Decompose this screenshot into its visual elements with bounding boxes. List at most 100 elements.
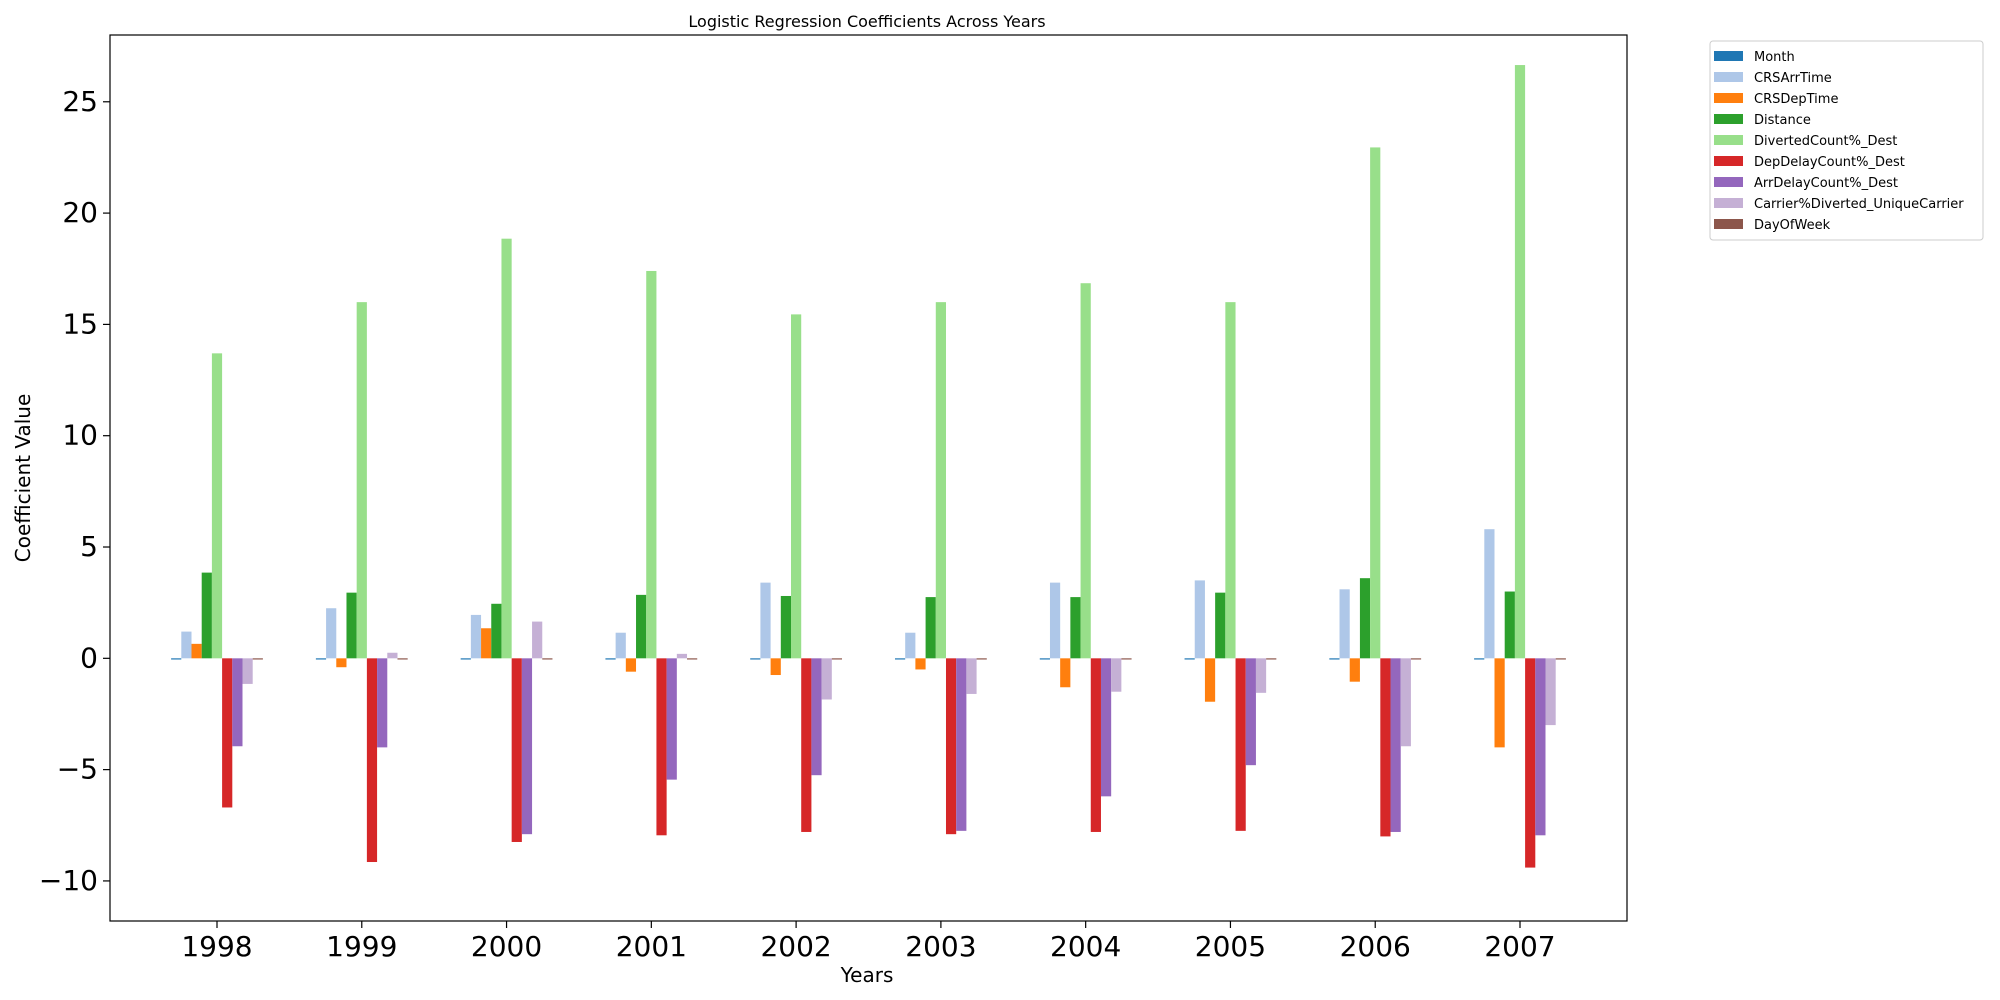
y-axis-label: Coefficient Value [11,394,35,563]
bar [1039,658,1050,660]
bar [1090,658,1101,832]
y-tick-label: 25 [62,85,98,118]
bar [1266,658,1277,660]
bar [521,658,533,835]
bar [1080,283,1091,659]
legend-swatch [1714,198,1743,208]
legend-swatch [1714,156,1743,166]
bar [905,632,916,659]
bar [811,658,822,776]
x-tick-label: 2000 [471,930,542,963]
bar [925,597,936,659]
legend: Month CRSArrTime CRSDepTime Distance Diverte… [1709,40,1984,241]
bar [676,653,688,659]
bar [242,658,253,684]
bar [1111,658,1122,692]
legend-swatch [1714,72,1743,82]
bar [356,302,367,659]
bar [315,658,327,660]
x-tick-label: 2001 [616,930,687,963]
bar [760,582,771,659]
bar [1049,582,1061,659]
x-tick-label: 2007 [1484,930,1555,963]
bar [821,658,832,700]
bar [976,658,987,660]
bar [1235,658,1246,831]
bar [491,603,502,659]
bar [894,658,906,660]
bar [935,302,946,659]
x-tick-label: 2003 [905,930,976,963]
legend-label: DayOfWeek [1754,218,1831,233]
y-tick-label: −5 [57,753,98,786]
bar [511,658,522,842]
bar [945,658,957,835]
bar [1329,658,1340,660]
bar [1349,658,1360,682]
bar [646,270,657,659]
bar [1525,658,1536,868]
legend-label: Distance [1754,113,1811,128]
bar [366,658,378,863]
bar [831,658,843,660]
bar [687,658,698,660]
bar [1535,658,1546,836]
legend-label: Month [1754,50,1795,65]
x-tick-label: 2006 [1340,930,1411,963]
bar [801,658,812,832]
plot-area: −10 −5 0 5 10 15 20 25 1998 1999 2000 2001 2002 2003 2… [39,34,1628,963]
bar [532,621,543,659]
bar [171,658,182,660]
legend-label: DepDelayCount%_Dest [1754,155,1905,170]
bar [1215,592,1226,659]
y-tick-label: −10 [39,864,98,897]
bar [201,572,212,659]
y-tick-label: 10 [62,419,98,452]
legend-swatch [1714,93,1743,103]
bar [222,658,233,808]
bar [1380,658,1391,837]
bar [1390,658,1401,832]
bar [656,658,667,836]
bar [232,658,243,747]
legend-swatch [1714,177,1743,187]
y-tick-label: 0 [80,641,98,674]
bar [336,658,347,668]
bar [1359,578,1371,659]
bar [1370,147,1381,659]
bar [181,631,192,659]
legend-label: DivertedCount%_Dest [1754,134,1897,149]
chart-title: Logistic Regression Coefficients Across … [688,12,1045,31]
legend-box [1709,40,1984,241]
legend-label: CRSDepTime [1754,92,1838,107]
bar [191,643,202,659]
bar [1400,658,1411,747]
legend-label: Carrier%Diverted_UniqueCarrier [1754,197,1964,212]
bar [1555,658,1566,660]
bar [542,658,553,660]
bar [1245,658,1256,766]
bar [636,594,647,659]
bar [1121,658,1132,660]
bar [666,658,677,780]
legend-label: CRSArrTime [1754,71,1832,86]
bar [387,652,398,659]
bar [1410,658,1422,660]
y-tick-label: 5 [80,530,98,563]
bar [791,314,802,659]
x-tick-label: 2004 [1050,930,1121,963]
bar [252,658,263,660]
bar [326,608,337,659]
bar [1474,658,1485,660]
x-tick-label: 1998 [181,930,252,963]
bar [1225,302,1236,659]
bar [397,658,408,660]
bar [211,353,223,659]
x-tick-label: 1999 [326,930,397,963]
legend-swatch [1714,135,1743,145]
y-tick-label: 15 [62,307,98,340]
bar [1184,658,1195,660]
bar [625,658,637,672]
